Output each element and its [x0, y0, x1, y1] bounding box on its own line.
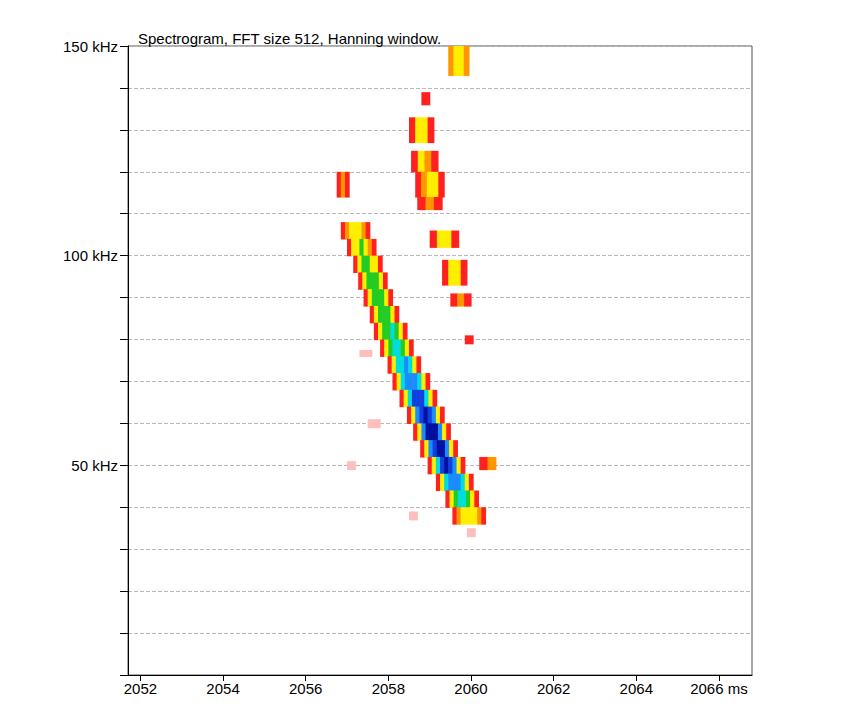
svg-text:2064: 2064 [620, 680, 653, 697]
svg-text:100 kHz: 100 kHz [63, 247, 118, 264]
svg-text:2060: 2060 [454, 680, 487, 697]
svg-text:2052: 2052 [124, 680, 157, 697]
svg-text:2062: 2062 [537, 680, 570, 697]
svg-text:2066 ms: 2066 ms [690, 680, 748, 697]
svg-text:2054: 2054 [206, 680, 239, 697]
svg-text:2056: 2056 [289, 680, 322, 697]
svg-text:150 kHz: 150 kHz [63, 38, 118, 55]
svg-text:Spectrogram, FFT size 512, Han: Spectrogram, FFT size 512, Hanning windo… [138, 30, 441, 47]
svg-text:2058: 2058 [372, 680, 405, 697]
svg-text:50 kHz: 50 kHz [71, 457, 118, 474]
